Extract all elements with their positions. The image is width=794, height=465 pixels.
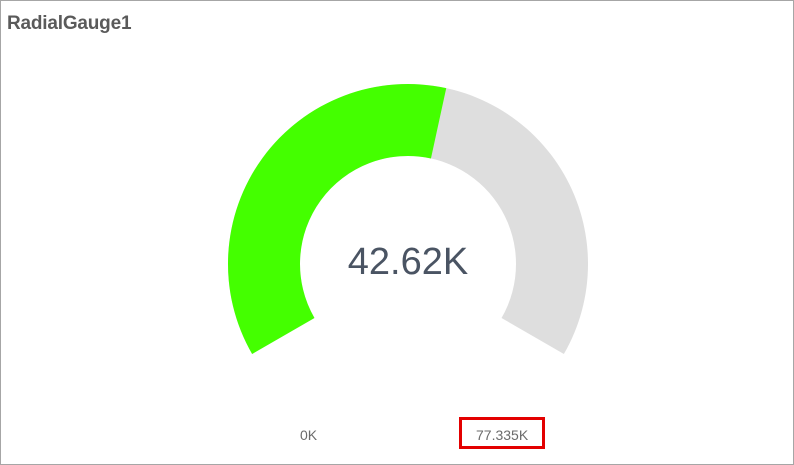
- gauge-value-label: 42.62K: [348, 241, 468, 283]
- widget-title: RadialGauge1: [7, 13, 132, 34]
- max-label-highlight: [459, 417, 545, 449]
- gauge-max-label: 77.335K: [476, 427, 529, 443]
- gauge-min-label: 0K: [300, 427, 318, 443]
- gauge-value-arc: [228, 83, 447, 354]
